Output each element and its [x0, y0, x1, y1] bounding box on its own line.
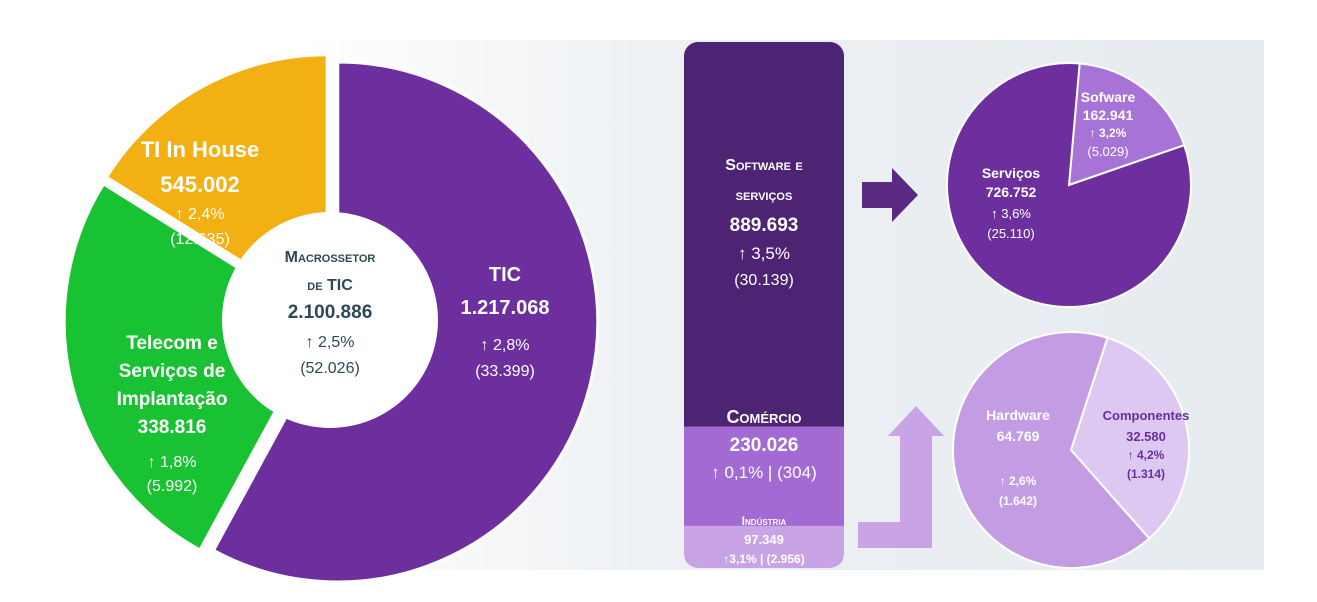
tic-change: ↑ 2,8% [481, 337, 530, 354]
componentes-name: Componentes [1103, 408, 1190, 423]
software-servicos-name-line2: serviços [736, 187, 793, 204]
tic-value: 1.217.068 [461, 297, 550, 319]
donut-chart: Macrossetor de TIC 2.100.886 ↑ 2,5% (52.… [62, 53, 600, 584]
donut-center-circle [222, 212, 438, 428]
sofware-value: 162.941 [1083, 107, 1134, 123]
comercio-name: Comércio [726, 407, 801, 427]
stack-segments [684, 42, 844, 568]
software-servicos-change: ↑ 3,5% [738, 244, 790, 263]
industria-value: 97.349 [744, 532, 784, 547]
industria-change-delta: ↑3,1% | (2.956) [723, 552, 804, 566]
hardware-value: 64.769 [997, 428, 1040, 444]
telecom-name-line1: Telecom e [126, 333, 218, 354]
ti-inhouse-value: 545.002 [160, 172, 240, 197]
componentes-value: 32.580 [1126, 429, 1166, 444]
software-servicos-pie: Serviços 726.752 ↑ 3,6% (25.110) Sofware… [946, 62, 1192, 308]
servicos-name: Serviços [982, 165, 1041, 181]
telecom-value: 338.816 [138, 417, 207, 438]
pie-software-servicos-slices [946, 62, 1192, 308]
sofware-change: ↑ 3,2% [1090, 126, 1127, 140]
pie-hardware-componentes-slices [952, 331, 1190, 569]
elbow-arrow-icon [858, 406, 944, 548]
telecom-name-line3: Implantação [117, 389, 228, 410]
ti-inhouse-delta: (12.635) [170, 231, 230, 248]
pie-slice-ti-in-house [62, 181, 327, 552]
arrow-right-icon [862, 168, 918, 222]
software-servicos-value: 889.693 [730, 215, 799, 236]
hardware-name: Hardware [986, 407, 1050, 423]
stacked-column-chart: Software e serviços 889.693 ↑ 3,5% (30.1… [684, 42, 844, 568]
ti-inhouse-change: ↑ 2,4% [176, 206, 225, 223]
tic-delta: (33.399) [475, 363, 535, 380]
sofware-delta: (5.029) [1087, 144, 1128, 159]
telecom-delta: (5.992) [147, 478, 198, 495]
stack-segment-software-e-servicos [684, 42, 844, 427]
stack-segment-comercio [684, 426, 844, 526]
comercio-change-delta: ↑ 0,1% | (304) [711, 463, 817, 482]
hardware-componentes-pie: Hardware 64.769 ↑ 2,6% (1.642) Component… [952, 331, 1190, 569]
tic-name: TIC [489, 264, 521, 286]
servicos-change: ↑ 3,6% [991, 206, 1031, 221]
servicos-delta: (25.110) [987, 226, 1034, 241]
sofware-name: Sofware [1081, 89, 1136, 105]
software-servicos-delta: (30.139) [734, 272, 794, 289]
center-value: 2.100.886 [288, 302, 373, 323]
telecom-change: ↑ 1,8% [148, 454, 197, 471]
comercio-value: 230.026 [730, 435, 799, 456]
hardware-delta: (1.642) [999, 494, 1037, 508]
center-delta: (52.026) [300, 360, 360, 377]
pie-slice-servicos [946, 62, 1192, 308]
servicos-value: 726.752 [986, 184, 1037, 200]
componentes-delta: (1.314) [1127, 467, 1165, 481]
telecom-name-line2: Serviços de [119, 361, 226, 382]
componentes-change: ↑ 4,2% [1128, 448, 1165, 462]
stack-segment-industria [684, 525, 844, 568]
industria-name: Indústria [742, 514, 787, 528]
center-title-line2: de TIC [307, 277, 353, 294]
ti-inhouse-name: TI In House [141, 137, 260, 162]
center-title-line1: Macrossetor [285, 249, 376, 266]
center-change: ↑ 2,5% [306, 334, 355, 351]
hardware-change: ↑ 2,6% [1000, 474, 1037, 488]
pie-slice-componentes [1069, 336, 1190, 540]
software-servicos-name-line1: Software e [725, 157, 802, 174]
pie-slice-hardware [952, 331, 1151, 569]
